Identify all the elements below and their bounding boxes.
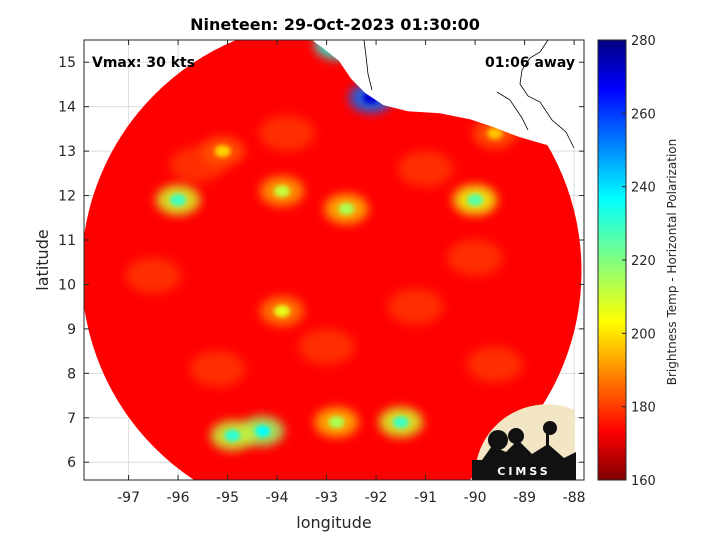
feature-core [224, 429, 241, 442]
y-tick-label: 10 [58, 277, 76, 293]
y-tick-label: 6 [67, 455, 76, 471]
feature-core [254, 425, 271, 438]
x-tick-label: -95 [216, 490, 239, 506]
y-tick-label: 8 [67, 366, 76, 382]
colorbar-tick-label: 160 [631, 474, 656, 489]
y-tick-label: 13 [58, 144, 76, 160]
y-axis-label: latitude [33, 229, 52, 290]
x-tick-label: -89 [513, 490, 536, 506]
colorbar-tick-label: 260 [631, 107, 656, 122]
colorbar-tick-label: 280 [631, 34, 656, 49]
swath-patch [397, 150, 454, 187]
feature-core [274, 305, 291, 318]
x-tick-label: -92 [365, 490, 388, 506]
feature-core [328, 416, 345, 429]
y-tick-label: 7 [67, 411, 76, 427]
swath-patch [447, 239, 504, 276]
feature-core [214, 145, 231, 158]
x-tick-label: -96 [167, 490, 190, 506]
colorbar-tick-label: 200 [631, 327, 656, 342]
border-line [363, 40, 575, 149]
swath-patch [258, 115, 315, 152]
swath-patch [125, 257, 182, 294]
plot-frame [83, 39, 585, 481]
swath-patch [387, 288, 444, 325]
y-tick-label: 11 [58, 233, 76, 249]
x-axis-label: longitude [296, 513, 371, 532]
colorbar-tick-label: 240 [631, 181, 656, 196]
logo-text: CIMSS [497, 465, 550, 478]
feature-core [338, 202, 355, 215]
y-tick-label: 15 [58, 55, 76, 71]
x-tick-label: -93 [315, 490, 338, 506]
feature-core [274, 185, 291, 198]
x-tick-label: -90 [464, 490, 487, 506]
chart-title: Nineteen: 29-Oct-2023 01:30:00 [190, 15, 480, 34]
coast-line [313, 40, 584, 150]
colorbar [597, 39, 627, 481]
x-tick-label: -88 [563, 490, 586, 506]
colorbar-tick-label: 180 [631, 401, 656, 416]
x-tick-label: -94 [266, 490, 289, 506]
feature-core [467, 194, 484, 206]
feature-core [392, 416, 409, 429]
y-tick-label: 12 [58, 189, 76, 205]
cimss-logo: CIMSS [472, 404, 576, 480]
x-tick-label: -97 [117, 490, 140, 506]
coastline [313, 40, 584, 150]
colorbar-ticks: 160 180 200 220 240 260 280 [622, 34, 656, 489]
x-tick-label: -91 [414, 490, 437, 506]
colorbar-tick-label: 220 [631, 254, 656, 269]
colorbar-label: Brightness Temp - Horizontal Polarizatio… [665, 139, 679, 386]
feature-core [170, 194, 187, 206]
swath-patch [466, 346, 523, 383]
feature-core [486, 127, 503, 140]
vmax-annotation: Vmax: 30 kts [92, 55, 195, 71]
y-tick-label: 14 [58, 100, 76, 116]
ticks: -97 -96 -95 -94 -93 -92 -91 -90 -89 -88 6 7 8 9 10 11 12… [58, 40, 586, 506]
swath-patch [298, 328, 355, 365]
y-tick-label: 9 [67, 322, 76, 338]
time-away-annotation: 01:06 away [485, 55, 575, 71]
swath-patch [189, 350, 246, 387]
